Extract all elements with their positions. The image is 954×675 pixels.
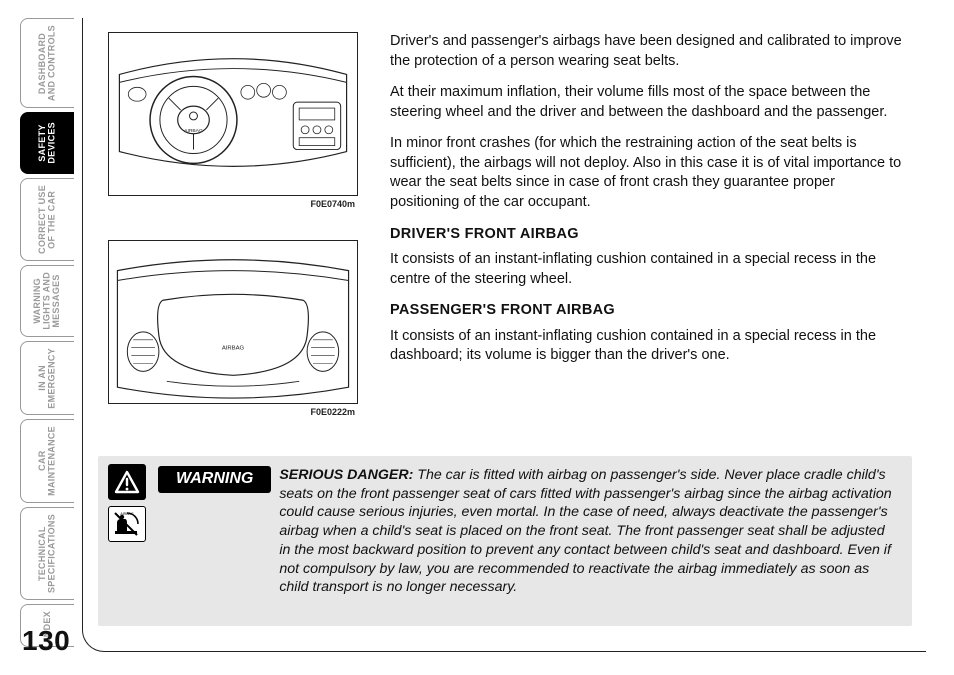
tab-label: TECHNICAL SPECIFICATIONS <box>38 514 57 593</box>
warning-body: The car is fitted with airbag on passeng… <box>279 467 891 595</box>
figure-passenger-airbag: AIRBAG F0E0222m <box>108 240 358 404</box>
paragraph: It consists of an instant-inflating cush… <box>390 327 906 366</box>
tab-emergency[interactable]: IN AN EMERGENCY <box>20 341 74 416</box>
body-text-column: Driver's and passenger's airbags have be… <box>390 32 906 378</box>
tab-dashboard[interactable]: DASHBOARD AND CONTROLS <box>20 18 74 108</box>
airbag-label-text: AIRBAG <box>184 128 203 134</box>
paragraph: It consists of an instant-inflating cush… <box>390 250 906 289</box>
warning-triangle-icon <box>108 464 146 500</box>
child-seat-airbag-icon: AIRBAG <box>108 506 146 542</box>
page-number: 130 <box>22 625 70 657</box>
tab-maintenance[interactable]: CAR MAINTENANCE <box>20 419 74 503</box>
tab-safety-devices[interactable]: SAFETY DEVICES <box>20 112 74 174</box>
tab-label: SAFETY DEVICES <box>38 122 57 164</box>
passenger-airbag-illustration: AIRBAG <box>109 241 357 403</box>
subheading-passenger-airbag: PASSENGER'S FRONT AIRBAG <box>390 301 906 321</box>
tab-label: CORRECT USE OF THE CAR <box>38 185 57 254</box>
driver-airbag-illustration: AIRBAG <box>109 33 357 195</box>
subheading-driver-airbag: DRIVER'S FRONT AIRBAG <box>390 225 906 245</box>
paragraph: At their maximum inflation, their volume… <box>390 83 906 122</box>
tab-label: IN AN EMERGENCY <box>38 348 57 409</box>
tab-tech-specs[interactable]: TECHNICAL SPECIFICATIONS <box>20 507 74 600</box>
tab-label: WARNING LIGHTS AND MESSAGES <box>33 272 61 330</box>
warning-text: SERIOUS DANGER: The car is fitted with a… <box>279 466 898 597</box>
warning-lead: SERIOUS DANGER: <box>279 467 413 483</box>
figure-caption: F0E0222m <box>310 407 355 417</box>
figure-caption: F0E0740m <box>310 199 355 209</box>
paragraph: In minor front crashes (for which the re… <box>390 134 906 212</box>
manual-page: DASHBOARD AND CONTROLS SAFETY DEVICES CO… <box>0 0 954 675</box>
airbag-label-text: AIRBAG <box>222 346 245 352</box>
warning-badge: WARNING <box>158 466 271 493</box>
warning-icons: AIRBAG <box>108 464 146 542</box>
tab-warning-lights[interactable]: WARNING LIGHTS AND MESSAGES <box>20 265 74 337</box>
tab-label: DASHBOARD AND CONTROLS <box>38 25 57 101</box>
figure-driver-airbag: AIRBAG F0E0740m <box>108 32 358 196</box>
tab-correct-use[interactable]: CORRECT USE OF THE CAR <box>20 178 74 261</box>
warning-box: AIRBAG WARNING SERIOUS DANGER: The car i… <box>98 456 912 626</box>
tab-label: CAR MAINTENANCE <box>38 426 57 496</box>
paragraph: Driver's and passenger's airbags have be… <box>390 32 906 71</box>
side-tabs: DASHBOARD AND CONTROLS SAFETY DEVICES CO… <box>20 18 74 647</box>
